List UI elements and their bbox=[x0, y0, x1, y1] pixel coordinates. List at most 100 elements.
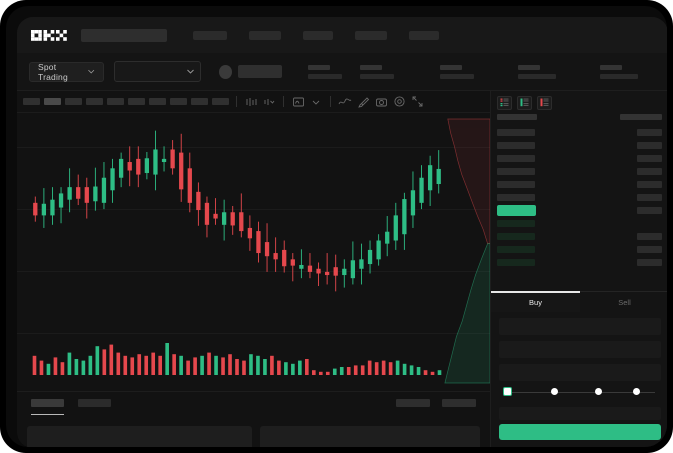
amount-field[interactable] bbox=[499, 364, 661, 381]
indicators-dropdown-icon[interactable] bbox=[309, 95, 323, 109]
order-type-field[interactable] bbox=[499, 318, 661, 335]
okx-logo[interactable] bbox=[31, 29, 67, 41]
submit-buy-button[interactable] bbox=[499, 424, 661, 440]
compare-icon[interactable] bbox=[338, 95, 352, 109]
gridline bbox=[17, 333, 490, 334]
price-chart-plot[interactable] bbox=[17, 113, 490, 391]
orderbook-body bbox=[491, 111, 667, 269]
slider-node-25[interactable] bbox=[551, 388, 558, 395]
stat-24h-low bbox=[518, 64, 557, 79]
toolbar-divider bbox=[236, 96, 237, 107]
timeframe-button[interactable] bbox=[23, 98, 40, 105]
orderbook-ask-row[interactable] bbox=[497, 191, 662, 204]
nav-item-earn[interactable] bbox=[355, 30, 387, 40]
slider-node-0[interactable] bbox=[503, 387, 512, 396]
drawing-tools-icon[interactable] bbox=[356, 95, 370, 109]
amount-percent-slider[interactable] bbox=[501, 387, 659, 399]
tab-buy-label: Buy bbox=[529, 297, 542, 307]
orderbook-ask-row[interactable] bbox=[497, 152, 662, 165]
trading-pair-bar: Spot Trading bbox=[17, 53, 667, 91]
chart-panel bbox=[17, 91, 490, 391]
orderbook-mode-bids-icon[interactable] bbox=[517, 95, 532, 110]
bottom-row-cell-1 bbox=[27, 426, 252, 447]
timeframe-button[interactable] bbox=[191, 98, 208, 105]
timeframe-button[interactable] bbox=[128, 98, 145, 105]
orderbook-bid-row[interactable] bbox=[497, 217, 662, 230]
fullscreen-icon[interactable] bbox=[410, 95, 424, 109]
gridline bbox=[17, 147, 490, 148]
toolbar-divider bbox=[330, 96, 331, 107]
orderbook-bid-row[interactable] bbox=[497, 243, 662, 256]
top-navigation-bar bbox=[17, 17, 667, 53]
orderbook-bid-row[interactable] bbox=[497, 230, 662, 243]
orderbook-price-header bbox=[497, 114, 537, 120]
orderbook-ask-row[interactable] bbox=[497, 178, 662, 191]
bottom-tabs bbox=[17, 392, 490, 415]
bottom-action-1[interactable] bbox=[396, 399, 430, 407]
chevron-down-icon bbox=[88, 69, 95, 74]
available-balance-row bbox=[499, 407, 661, 420]
nav-item-trade[interactable] bbox=[249, 30, 281, 40]
orderbook-ask-row[interactable] bbox=[497, 165, 662, 178]
nav-item-derivatives[interactable] bbox=[303, 30, 333, 40]
tab-order-history[interactable] bbox=[78, 399, 111, 407]
orderbook-and-form-panel: Buy Sell bbox=[490, 91, 667, 447]
tab-sell-label: Sell bbox=[618, 297, 631, 307]
slider-node-50[interactable] bbox=[595, 388, 602, 395]
timeframe-button-active[interactable] bbox=[44, 98, 61, 105]
gridline bbox=[17, 209, 490, 210]
chart-type-candles-icon[interactable] bbox=[244, 95, 258, 109]
bottom-action-2[interactable] bbox=[442, 399, 476, 407]
last-price-display bbox=[237, 65, 283, 78]
candlestick-series bbox=[33, 130, 441, 292]
chart-type-dropdown-icon[interactable] bbox=[262, 95, 276, 109]
pair-selector-dropdown[interactable] bbox=[113, 61, 201, 82]
bottom-actions bbox=[396, 399, 476, 407]
timeframe-button[interactable] bbox=[149, 98, 166, 105]
timeframe-button[interactable] bbox=[170, 98, 187, 105]
chart-settings-icon[interactable] bbox=[392, 95, 406, 109]
stat-24h-high bbox=[440, 64, 475, 79]
spot-trading-dropdown[interactable]: Spot Trading bbox=[29, 61, 104, 82]
orderbook-amount-header bbox=[620, 114, 662, 120]
gridline bbox=[17, 271, 490, 272]
snapshot-icon[interactable] bbox=[374, 95, 388, 109]
timeframe-button[interactable] bbox=[86, 98, 103, 105]
tab-buy[interactable]: Buy bbox=[491, 291, 580, 312]
orderbook-mode-both-icon[interactable] bbox=[497, 95, 512, 110]
orderbook-last-price bbox=[497, 205, 536, 216]
tab-sell[interactable]: Sell bbox=[580, 292, 667, 312]
stat-last-price bbox=[308, 64, 343, 79]
orderbook-column-headers bbox=[497, 114, 662, 120]
bottom-row-cell-2 bbox=[260, 426, 480, 447]
price-field[interactable] bbox=[499, 341, 661, 358]
slider-node-75[interactable] bbox=[633, 388, 640, 395]
stat-24h-volume bbox=[600, 64, 639, 79]
device-bezel: Spot Trading bbox=[6, 6, 667, 447]
orderbook-last-price-row bbox=[497, 204, 662, 217]
nav-item-markets[interactable] bbox=[193, 30, 227, 40]
chart-toolbar bbox=[17, 91, 490, 113]
orderbook-bid-row[interactable] bbox=[497, 256, 662, 269]
timeframe-button[interactable] bbox=[65, 98, 82, 105]
nav-item-more[interactable] bbox=[409, 30, 439, 40]
tab-open-orders[interactable] bbox=[31, 399, 64, 415]
timeframe-button[interactable] bbox=[107, 98, 124, 105]
orderbook-view-modes bbox=[491, 91, 667, 111]
orderbook-ask-row[interactable] bbox=[497, 139, 662, 152]
spot-trading-label: Spot Trading bbox=[38, 61, 68, 82]
market-depth-overlay bbox=[444, 118, 490, 384]
chevron-down-icon bbox=[187, 69, 194, 74]
global-search-input[interactable] bbox=[81, 28, 167, 42]
app-screen: Spot Trading bbox=[17, 17, 667, 447]
orderbook-mode-asks-icon[interactable] bbox=[537, 95, 552, 110]
indicators-icon[interactable] bbox=[291, 95, 305, 109]
slider-track bbox=[505, 392, 655, 393]
buy-sell-tabs: Buy Sell bbox=[491, 291, 667, 312]
coin-avatar bbox=[218, 64, 232, 79]
timeframe-button[interactable] bbox=[212, 98, 229, 105]
bottom-orders-panel bbox=[17, 391, 490, 447]
stat-24h-change bbox=[360, 64, 395, 79]
orderbook-ask-row[interactable] bbox=[497, 126, 662, 139]
